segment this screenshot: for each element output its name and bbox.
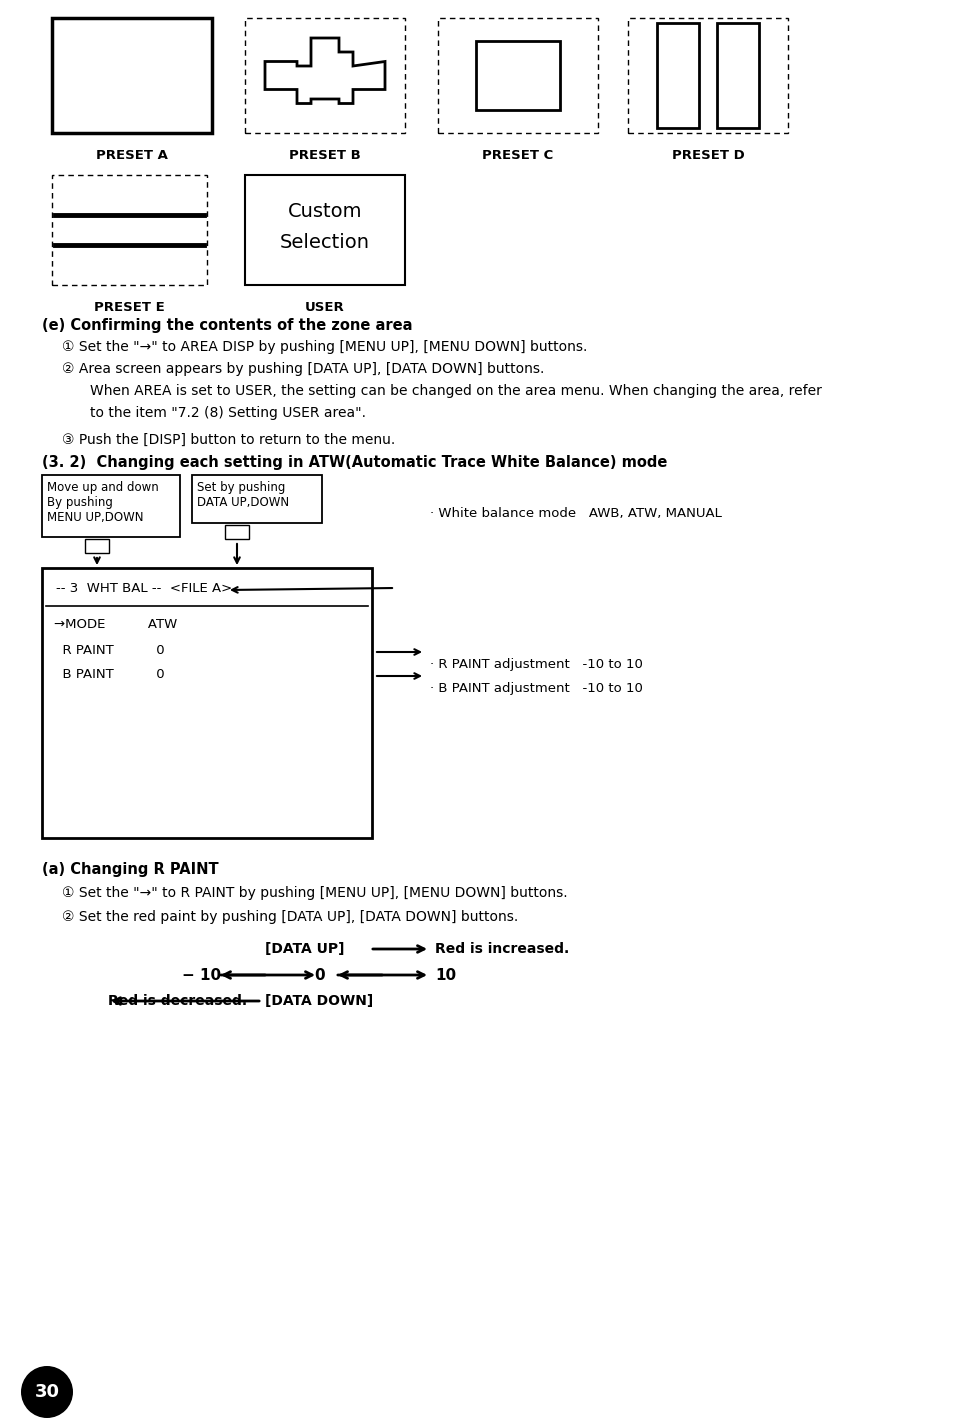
Text: PRESET A: PRESET A: [96, 150, 168, 162]
Text: to the item "7.2 (8) Setting USER area".: to the item "7.2 (8) Setting USER area".: [90, 406, 366, 420]
Text: ① Set the "→" to R PAINT by pushing [MENU UP], [MENU DOWN] buttons.: ① Set the "→" to R PAINT by pushing [MEN…: [62, 886, 567, 900]
Text: (a) Changing R PAINT: (a) Changing R PAINT: [42, 862, 218, 877]
Text: Custom
Selection: Custom Selection: [280, 202, 370, 252]
Text: ② Set the red paint by pushing [DATA UP], [DATA DOWN] buttons.: ② Set the red paint by pushing [DATA UP]…: [62, 910, 517, 924]
Text: (e) Confirming the contents of the zone area: (e) Confirming the contents of the zone …: [42, 318, 412, 333]
Text: B PAINT          0: B PAINT 0: [54, 668, 165, 681]
Text: Move up and down
By pushing
MENU UP,DOWN: Move up and down By pushing MENU UP,DOWN: [47, 481, 158, 524]
Bar: [42, 476, 180, 537]
Text: ① Set the "→" to AREA DISP by pushing [MENU UP], [MENU DOWN] buttons.: ① Set the "→" to AREA DISP by pushing [M…: [62, 340, 587, 355]
Text: PRESET E: PRESET E: [94, 300, 165, 315]
Text: When AREA is set to USER, the setting can be changed on the area menu. When chan: When AREA is set to USER, the setting ca…: [90, 384, 821, 397]
Text: (3. 2)  Changing each setting in ATW(Automatic Trace White Balance) mode: (3. 2) Changing each setting in ATW(Auto…: [42, 456, 667, 470]
Text: Red is increased.: Red is increased.: [435, 943, 569, 956]
Text: ③ Push the [DISP] button to return to the menu.: ③ Push the [DISP] button to return to th…: [62, 433, 395, 447]
Bar: [245, 19, 405, 132]
Text: PRESET B: PRESET B: [289, 150, 360, 162]
Bar: [476, 41, 559, 110]
Text: Red is decreased.: Red is decreased.: [108, 994, 247, 1008]
Text: 30: 30: [34, 1383, 59, 1401]
Text: − 10: − 10: [182, 968, 221, 983]
Bar: [52, 19, 212, 132]
Text: 10: 10: [435, 968, 456, 983]
Circle shape: [21, 1366, 73, 1418]
Bar: [42, 568, 372, 837]
Bar: [657, 23, 699, 128]
Bar: [717, 23, 759, 128]
Text: [DATA DOWN]: [DATA DOWN]: [265, 994, 373, 1008]
Text: · White balance mode   AWB, ATW, MANUAL: · White balance mode AWB, ATW, MANUAL: [430, 507, 721, 520]
Text: · B PAINT adjustment   -10 to 10: · B PAINT adjustment -10 to 10: [430, 682, 642, 695]
Bar: [85, 540, 109, 553]
Bar: [192, 476, 322, 523]
Text: Set by pushing
DATA UP,DOWN: Set by pushing DATA UP,DOWN: [196, 481, 289, 508]
Bar: [437, 19, 598, 132]
Text: · R PAINT adjustment   -10 to 10: · R PAINT adjustment -10 to 10: [430, 658, 642, 671]
Text: ② Area screen appears by pushing [DATA UP], [DATA DOWN] buttons.: ② Area screen appears by pushing [DATA U…: [62, 362, 544, 376]
Text: -- 3  WHT BAL --  <FILE A>: -- 3 WHT BAL -- <FILE A>: [56, 582, 232, 595]
Bar: [627, 19, 787, 132]
Bar: [245, 175, 405, 285]
Text: PRESET C: PRESET C: [482, 150, 553, 162]
Text: [DATA UP]: [DATA UP]: [265, 943, 344, 956]
Text: 0: 0: [314, 968, 325, 983]
Bar: [225, 525, 249, 540]
Text: →MODE          ATW: →MODE ATW: [54, 618, 177, 631]
Text: USER: USER: [305, 300, 345, 315]
Bar: [52, 175, 207, 285]
Text: PRESET D: PRESET D: [671, 150, 743, 162]
Text: R PAINT          0: R PAINT 0: [54, 644, 165, 656]
